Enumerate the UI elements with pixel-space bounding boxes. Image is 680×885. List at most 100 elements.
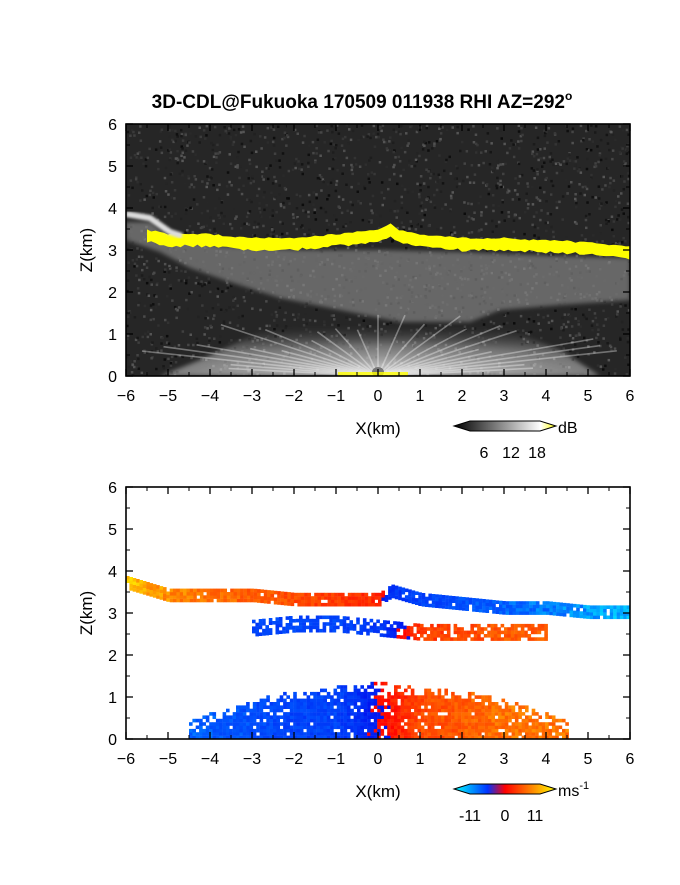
velocity-pixel xyxy=(341,602,345,607)
noise-pixel xyxy=(250,151,254,155)
velocity-pixel xyxy=(377,728,381,733)
velocity-pixel xyxy=(418,599,422,603)
velocity-pixel xyxy=(316,698,321,703)
velocity-pixel xyxy=(420,732,425,736)
noise-pixel xyxy=(400,206,404,210)
noise-pixel xyxy=(362,319,366,322)
noise-pixel xyxy=(181,139,185,142)
noise-pixel xyxy=(137,255,141,258)
noise-pixel xyxy=(135,176,138,179)
noise-pixel xyxy=(350,163,353,167)
noise-pixel xyxy=(489,320,493,324)
velocity-pixel xyxy=(491,735,495,739)
noise-pixel xyxy=(415,130,419,134)
noise-pixel xyxy=(345,156,349,160)
velocity-pixel xyxy=(467,630,471,635)
ground-ray xyxy=(377,330,517,376)
velocity-pixel xyxy=(427,735,432,739)
velocity-pixel xyxy=(490,623,495,628)
noise-pixel xyxy=(562,347,565,350)
noise-pixel xyxy=(156,147,159,150)
velocity-pixel xyxy=(303,708,307,713)
noise-pixel xyxy=(542,170,546,173)
noise-pixel xyxy=(439,132,443,135)
noise-pixel xyxy=(602,175,605,179)
velocity-pixel xyxy=(350,708,354,713)
noise-pixel xyxy=(225,131,229,134)
noise-pixel xyxy=(582,137,585,140)
velocity-pixel xyxy=(407,725,411,730)
noise-pixel xyxy=(167,193,170,196)
velocity-pixel xyxy=(430,634,434,638)
noise-pixel xyxy=(198,352,202,356)
noise-pixel xyxy=(401,184,404,187)
noise-pixel xyxy=(225,308,228,312)
noise-pixel xyxy=(247,211,250,215)
noise-pixel xyxy=(559,163,562,166)
noise-pixel xyxy=(237,188,241,191)
velocity-pixel xyxy=(501,722,506,726)
noise-pixel xyxy=(620,145,623,149)
velocity-pixel xyxy=(320,715,324,719)
noise-pixel xyxy=(518,198,521,201)
noise-pixel xyxy=(627,215,630,219)
velocity-pixel xyxy=(518,715,522,719)
noise-pixel xyxy=(126,279,130,282)
velocity-pixel xyxy=(461,715,465,719)
velocity-pixel xyxy=(309,625,313,630)
velocity-pixel xyxy=(436,630,441,635)
noise-pixel xyxy=(499,163,502,166)
velocity-pixel xyxy=(315,615,320,620)
noise-pixel xyxy=(375,213,378,216)
noise-pixel xyxy=(563,313,567,316)
x-tick-label: −6 xyxy=(117,388,135,405)
velocity-pixel xyxy=(593,608,597,613)
noise-pixel xyxy=(565,162,568,166)
x-axis-label-2: X(km) xyxy=(355,782,400,801)
velocity-pixel xyxy=(289,616,293,620)
noise-pixel xyxy=(393,149,396,152)
velocity-pixel xyxy=(400,691,405,696)
velocity-pixel xyxy=(454,705,458,709)
velocity-pixel xyxy=(383,712,388,716)
velocity-pixel xyxy=(499,604,503,608)
velocity-pixel xyxy=(520,623,525,628)
ground-ray xyxy=(377,323,426,376)
velocity-pixel xyxy=(346,695,351,699)
noise-pixel xyxy=(410,165,413,168)
noise-pixel xyxy=(598,207,601,210)
velocity-pixel xyxy=(327,592,332,597)
noise-pixel xyxy=(625,152,629,156)
velocity-pixel xyxy=(424,728,428,733)
noise-pixel xyxy=(215,350,218,354)
velocity-pixel xyxy=(424,722,428,726)
velocity-pixel xyxy=(249,722,254,726)
velocity-pixel xyxy=(490,634,495,638)
velocity-pixel xyxy=(517,623,521,628)
velocity-pixel xyxy=(599,612,604,616)
noise-pixel xyxy=(425,168,428,171)
noise-pixel xyxy=(535,196,538,199)
velocity-pixel xyxy=(351,602,355,607)
velocity-pixel xyxy=(282,626,286,631)
y-axis-label-2: Z(km) xyxy=(77,591,96,635)
velocity-pixel xyxy=(424,715,428,719)
noise-pixel xyxy=(205,310,209,313)
noise-pixel xyxy=(549,193,553,196)
noise-pixel xyxy=(537,322,540,325)
velocity-pixel xyxy=(283,732,287,736)
noise-pixel xyxy=(620,192,623,195)
noise-pixel xyxy=(567,313,570,316)
velocity-pixel xyxy=(453,623,458,628)
noise-pixel xyxy=(542,156,546,160)
noise-pixel xyxy=(226,193,230,196)
velocity-pixel xyxy=(258,619,263,623)
velocity-pixel xyxy=(240,592,244,596)
velocity-pixel xyxy=(341,596,345,600)
x-tick-label: 3 xyxy=(500,751,509,768)
velocity-pixel xyxy=(262,702,267,706)
noise-pixel xyxy=(424,141,427,145)
noise-pixel xyxy=(286,197,289,200)
velocity-pixel xyxy=(418,602,422,606)
velocity-pixel xyxy=(404,688,408,693)
